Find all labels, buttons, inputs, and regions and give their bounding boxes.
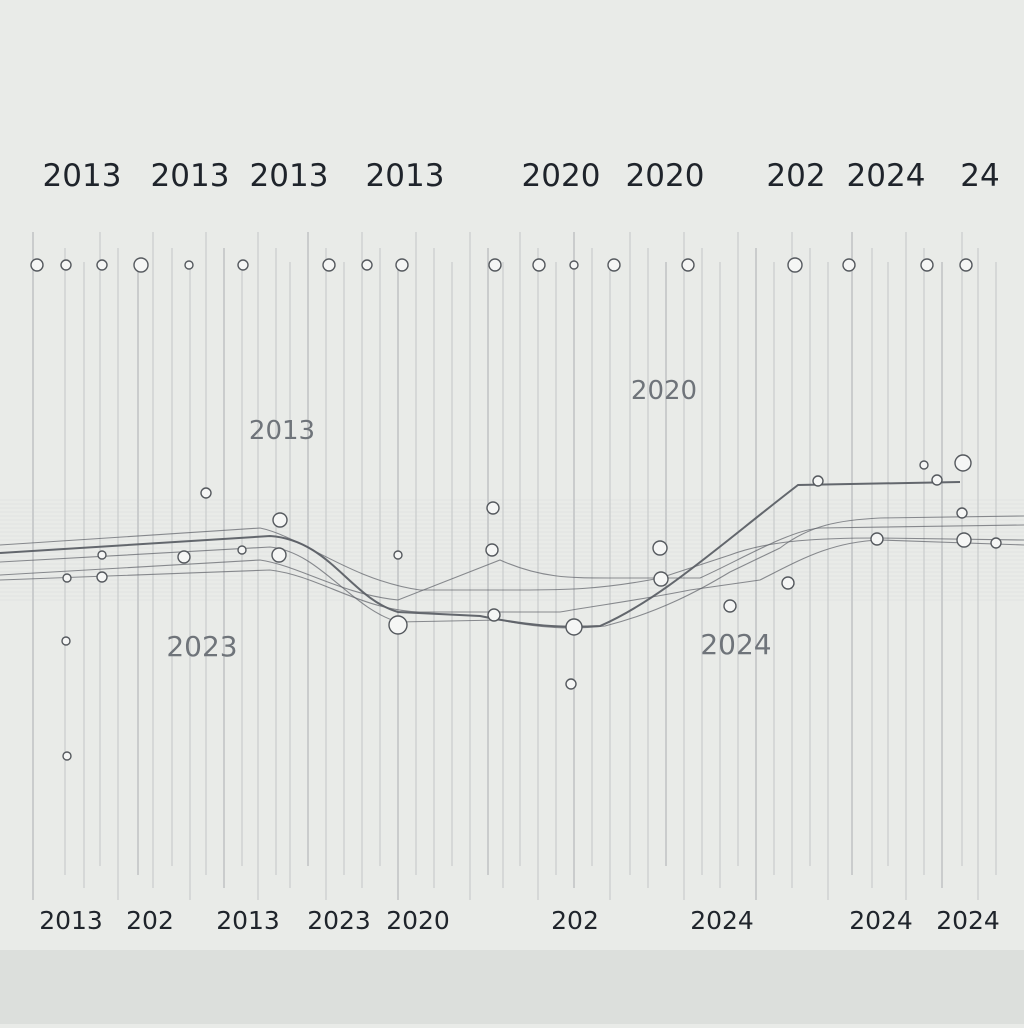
timeline-rail (0, 527, 1024, 591)
bottom-label: 2024 (936, 906, 1000, 935)
bottom-label: 2013 (39, 906, 103, 935)
timeline-node (271, 547, 287, 563)
timeline-rails (0, 481, 1024, 629)
top-label: 2013 (366, 158, 445, 194)
timeline-node (96, 571, 108, 583)
timeline-node (97, 550, 107, 560)
timeline-node (607, 258, 621, 272)
mid-labels: 2013 2020 2023 2024 (166, 376, 771, 663)
timeline-node (62, 573, 72, 583)
top-label: 2013 (43, 158, 122, 194)
bottom-label: 2024 (849, 906, 913, 935)
bottom-label: 2020 (386, 906, 450, 935)
timeline-node (781, 576, 795, 590)
bottom-label: 2024 (690, 906, 754, 935)
timeline-node (565, 618, 583, 636)
bottom-label: 202 (126, 906, 174, 935)
top-label: 2020 (626, 158, 705, 194)
timeline-node (61, 636, 71, 646)
timeline-node (237, 545, 247, 555)
timeline-node (177, 550, 191, 564)
timeline-node (919, 460, 929, 470)
timeline-node (237, 259, 249, 271)
top-label: 24 (960, 158, 999, 194)
timeline-node (361, 259, 373, 271)
top-label: 2024 (847, 158, 926, 194)
mid-label: 2013 (249, 416, 315, 446)
timeline-node (393, 550, 403, 560)
timeline-node (272, 512, 288, 528)
mid-label: 2024 (700, 628, 771, 661)
bottom-labels: 2013 202 2013 2023 2020 202 2024 2024 20… (39, 906, 1000, 935)
timeline-node (60, 259, 72, 271)
timeline-node (870, 532, 884, 546)
timeline-node (30, 258, 44, 272)
timeline-node (96, 259, 108, 271)
timeline-node (322, 258, 336, 272)
timeline-node (920, 258, 934, 272)
floor-band (0, 950, 1024, 1024)
bottom-label: 2013 (216, 906, 280, 935)
top-label: 2013 (250, 158, 329, 194)
timeline-node (62, 751, 72, 761)
timeline-node (787, 257, 803, 273)
timeline-node (954, 454, 972, 472)
top-label: 2013 (151, 158, 230, 194)
timeline-rail (0, 515, 1024, 629)
timeline-node (485, 543, 499, 557)
timeline-node (133, 257, 149, 273)
timeline-node (565, 678, 577, 690)
timeline-node (488, 258, 502, 272)
timeline-node (842, 258, 856, 272)
timeline-node (990, 537, 1002, 549)
timeline-node (184, 260, 194, 270)
timeline-node (486, 501, 500, 515)
bottom-label: 202 (551, 906, 599, 935)
timeline-node (681, 258, 695, 272)
timeline-node (723, 599, 737, 613)
timeline-node (200, 487, 212, 499)
timeline-node (487, 608, 501, 622)
top-label: 202 (766, 158, 825, 194)
timeline-rail (0, 539, 1024, 613)
timeline-node (395, 258, 409, 272)
timeline-node (812, 475, 824, 487)
timeline-node (956, 507, 968, 519)
vertical-gridlines (32, 232, 997, 900)
top-label: 2020 (522, 158, 601, 194)
timeline-node (569, 260, 579, 270)
mid-label: 2023 (166, 630, 237, 663)
mid-label: 2020 (631, 376, 697, 406)
timeline-node (652, 540, 668, 556)
timeline-node (532, 258, 546, 272)
timeline-node (959, 258, 973, 272)
timeline-node (388, 615, 408, 635)
timeline-node (956, 532, 972, 548)
timeline-node (931, 474, 943, 486)
bottom-label: 2023 (307, 906, 371, 935)
timeline-node (653, 571, 669, 587)
timeline-nodes (30, 257, 1002, 761)
timeline-rail (0, 481, 961, 628)
top-labels: 2013 2013 2013 2013 2020 2020 202 2024 2… (43, 158, 1000, 194)
